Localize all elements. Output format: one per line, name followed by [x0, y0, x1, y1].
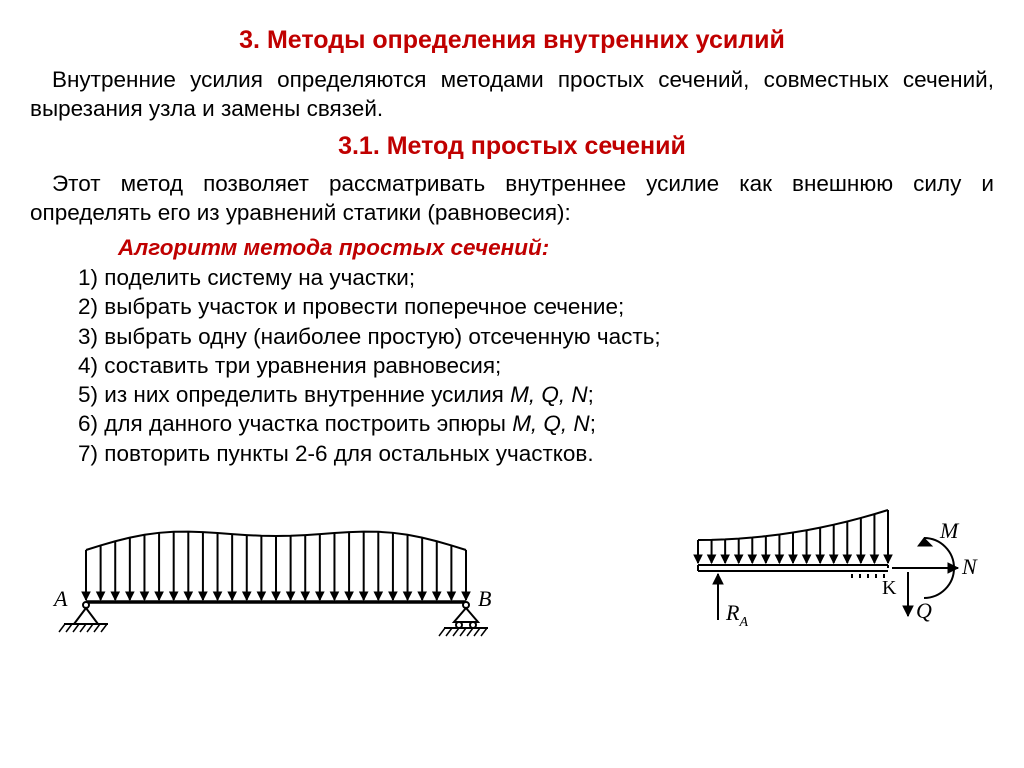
svg-text:B: B [478, 586, 491, 611]
beam-diagram-left: AB [36, 510, 516, 640]
svg-text:M: M [939, 518, 960, 543]
svg-text:Q: Q [916, 598, 932, 623]
step-7: 7) повторить пункты 2-6 для остальных уч… [78, 439, 994, 468]
step-4: 4) составить три уравнения равновесия; [78, 351, 994, 380]
intro-paragraph: Внутренние усилия определяются методами … [30, 65, 994, 124]
step-5: 5) из них определить внутренние усилия M… [78, 380, 994, 409]
section-title: 3. Методы определения внутренних усилий [30, 26, 994, 55]
subsection-title: 3.1. Метод простых сечений [30, 132, 994, 161]
step-6: 6) для данного участка построить эпюры M… [78, 409, 994, 438]
algorithm-steps: 1) поделить систему на участки; 2) выбра… [78, 263, 994, 468]
step-1: 1) поделить систему на участки; [78, 263, 994, 292]
step-2: 2) выбрать участок и провести поперечное… [78, 292, 994, 321]
beam-diagram-right: RA N Q M K [658, 490, 988, 640]
method-description: Этот метод позволяет рассматривать внутр… [30, 169, 994, 228]
svg-text:RA: RA [725, 600, 748, 630]
step-3: 3) выбрать одну (наиболее простую) отсеч… [78, 322, 994, 351]
svg-text:K: K [882, 577, 897, 599]
svg-text:A: A [52, 586, 68, 611]
svg-text:N: N [961, 554, 978, 579]
algorithm-title: Алгоритм метода простых сечений: [118, 235, 994, 261]
